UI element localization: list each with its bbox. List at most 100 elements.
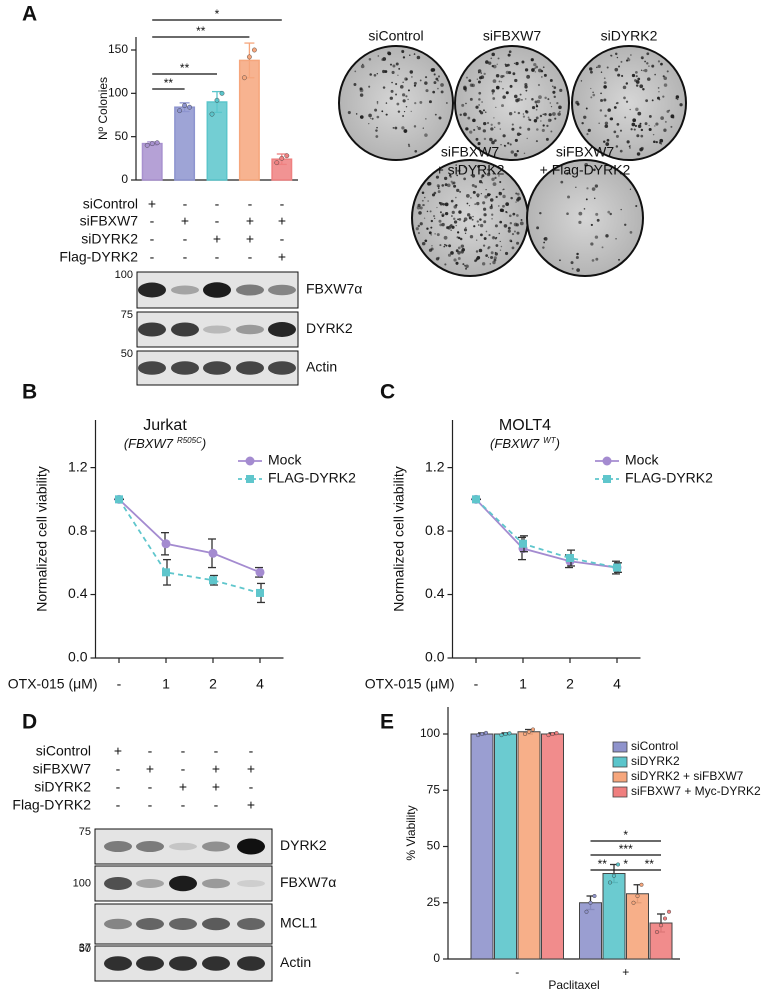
blot-band [268,322,296,337]
colony-dot [483,213,487,217]
colony-dot [499,249,502,251]
colony-dot [456,188,460,193]
colony-dot [575,186,577,188]
colony-dot [402,56,406,59]
colony-dot [377,55,380,57]
significance-label: * [623,828,628,842]
colony-dot [509,221,513,225]
colony-dot [453,220,458,224]
colony-dot [590,87,592,90]
colony-label: siFBXW7 [556,144,615,160]
blot-protein: MCL1 [280,915,318,931]
colony-dot [375,129,378,132]
colony-dot [524,82,528,87]
colony-dot [515,61,519,66]
colony-dot [444,202,449,207]
colony-dot [478,91,482,95]
x-axis-label: OTX-015 (μM) [8,676,98,692]
data-point [546,733,551,738]
blot-marker: 75 [121,309,133,321]
colony-dot [463,86,467,91]
colony-dot [511,127,515,131]
colony-dot [483,109,485,112]
colony-dot [391,81,393,84]
data-point [531,727,536,732]
treatment-sign: - [183,196,188,212]
colony-dot [590,242,594,246]
colony-dot [596,66,598,69]
colony-dot [514,138,518,142]
x-tick-label: 4 [256,676,264,692]
colony-dot [478,248,483,253]
colony-dot [640,128,644,132]
data-point [187,104,193,110]
colony-dot [598,122,600,124]
colony-dot [509,143,512,146]
legend-swatch [612,741,628,753]
treatment-sign: + [278,213,286,229]
colony-dot [396,102,400,106]
colony-dot [603,98,607,102]
colony-dot [490,123,493,126]
colony-dot [517,111,521,115]
blot-band [171,361,199,375]
colony-dot [402,93,406,97]
treatment-label: siFBXW7 [33,761,92,777]
colony-dot [432,90,436,94]
data-point [499,733,504,738]
colony-dot [479,223,484,228]
colony-dot [629,146,631,149]
treatment-sign: - [215,249,220,265]
colony-dot [586,133,589,136]
colony-dot [604,121,609,125]
colony-dot [625,100,629,103]
colony-dot [480,193,482,195]
colony-dot [360,64,365,69]
line [475,498,618,569]
blot-band [136,879,164,888]
colony-dot [542,246,545,249]
treatment-sign: - [181,797,186,813]
colony-dot [538,95,542,100]
colony-dot [516,241,520,245]
data-point [663,916,668,921]
colony-dot [513,62,516,65]
colony-dot [663,83,668,87]
colony-dot [510,196,513,200]
colony-dot [494,224,498,228]
treatment-sign: - [148,743,153,759]
x-axis-label: Paclitaxel [548,978,599,992]
x-tick-label: 4 [613,676,621,692]
colony-dot [477,80,481,84]
colony-dot [480,111,484,115]
colony-dot [465,226,467,229]
blot-band [138,361,166,375]
colony-label: siDYRK2 [601,28,658,44]
colony-dot [489,193,491,196]
colony-dot [651,64,655,68]
blot-band [169,918,197,930]
data-point [655,930,660,935]
colony-dot [601,246,604,249]
colony-dot [566,172,569,175]
significance-label: *** [619,842,633,856]
x-tick-label: - [515,965,519,979]
colony-dot [494,237,497,240]
colony-dot [585,107,588,110]
colony-dot [635,204,638,208]
colony-dot [435,77,439,81]
colony-dot [642,69,645,72]
colony-dot [523,152,526,155]
colony-dot [491,213,494,216]
colony-plate [571,45,687,161]
colony-dot [407,89,410,92]
colony-dot [405,106,408,108]
colony-dot [401,49,405,53]
panel-label: D [22,711,37,734]
y-tick-label: 100 [420,726,440,740]
colony-dot [553,95,556,99]
data-point [612,873,617,878]
colony-dot [451,210,455,215]
colony-dot [395,93,398,96]
colony-dot [542,113,544,116]
